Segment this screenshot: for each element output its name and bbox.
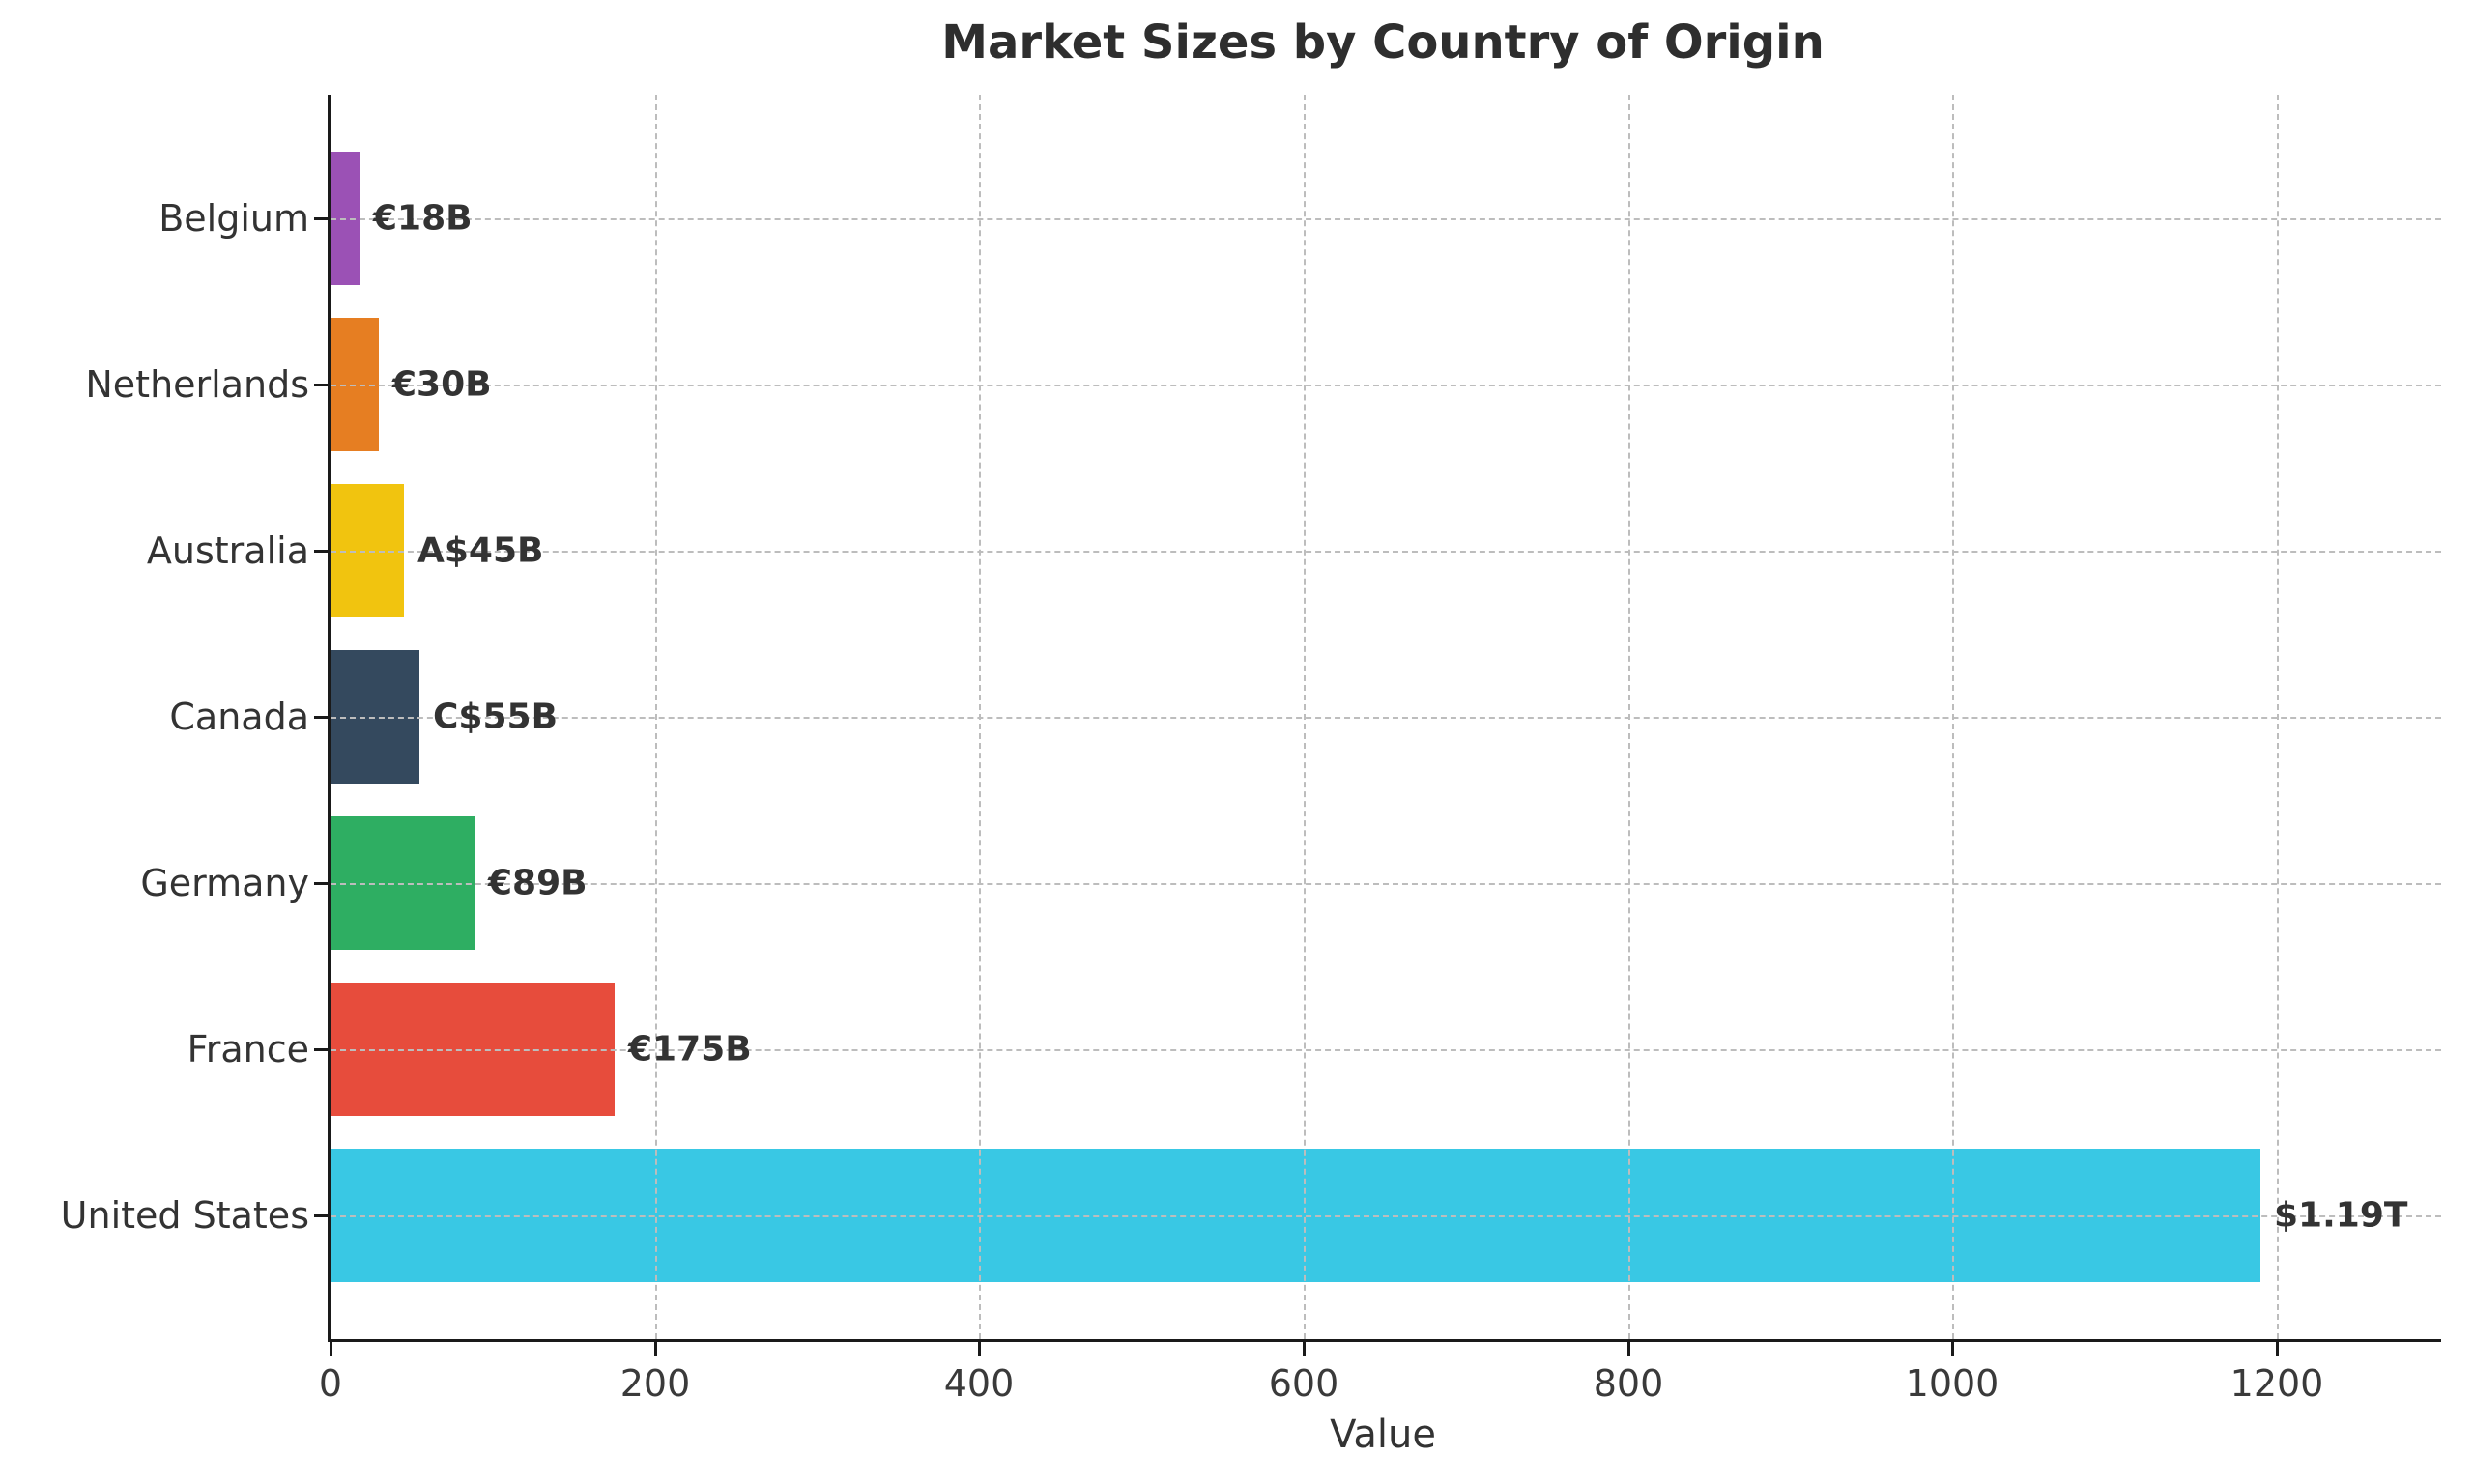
value-label-australia: A$45B bbox=[417, 530, 544, 571]
gridline-y-australia bbox=[331, 551, 2441, 553]
x-tick-mark-600 bbox=[1303, 1342, 1306, 1356]
category-label-netherlands: Netherlands bbox=[85, 363, 309, 406]
value-label-united-states: $1.19T bbox=[2274, 1195, 2408, 1236]
x-tick-label-600: 600 bbox=[1268, 1362, 1339, 1405]
gridline-y-canada bbox=[331, 717, 2441, 719]
plot-area: 0 200 400 600 800 1000 1200 Belgium €18B Netherla… bbox=[61, 95, 2441, 1405]
x-tick-label-400: 400 bbox=[943, 1362, 1015, 1405]
x-tick-mark-200 bbox=[654, 1342, 657, 1356]
x-tick-label-1000: 1000 bbox=[1905, 1362, 1999, 1405]
y-tick-mark-germany bbox=[314, 882, 328, 885]
value-label-netherlands: €30B bbox=[392, 364, 492, 405]
x-tick-mark-1200 bbox=[2276, 1342, 2279, 1356]
category-label-france: France bbox=[187, 1028, 309, 1070]
y-tick-mark-belgium bbox=[314, 217, 328, 220]
gridline-y-germany bbox=[331, 883, 2441, 885]
y-tick-mark-france bbox=[314, 1048, 328, 1051]
gridline-y-belgium bbox=[331, 218, 2441, 220]
x-tick-label-200: 200 bbox=[619, 1362, 691, 1405]
x-tick-mark-1000 bbox=[1951, 1342, 1954, 1356]
gridline-y-france bbox=[331, 1049, 2441, 1051]
x-tick-label-0: 0 bbox=[318, 1362, 343, 1405]
category-label-belgium: Belgium bbox=[158, 197, 309, 240]
y-tick-mark-netherlands bbox=[314, 384, 328, 386]
category-label-australia: Australia bbox=[146, 529, 309, 572]
value-label-belgium: €18B bbox=[373, 198, 473, 239]
x-tick-mark-0 bbox=[330, 1342, 332, 1356]
category-label-germany: Germany bbox=[140, 862, 309, 904]
chart-title: Market Sizes by Country of Origin bbox=[941, 15, 1825, 70]
x-tick-label-1200: 1200 bbox=[2229, 1362, 2324, 1405]
gridline-y-netherlands bbox=[331, 385, 2441, 386]
y-tick-mark-australia bbox=[314, 550, 328, 553]
x-axis-label: Value bbox=[1330, 1413, 1436, 1457]
x-tick-label-800: 800 bbox=[1593, 1362, 1664, 1405]
category-label-united-states: United States bbox=[60, 1194, 309, 1237]
value-label-france: €175B bbox=[628, 1029, 752, 1070]
value-label-germany: €89B bbox=[488, 863, 588, 903]
y-tick-mark-canada bbox=[314, 716, 328, 719]
category-label-canada: Canada bbox=[169, 696, 309, 738]
y-tick-mark-united-states bbox=[314, 1214, 328, 1217]
x-tick-mark-800 bbox=[1627, 1342, 1630, 1356]
x-tick-mark-400 bbox=[978, 1342, 981, 1356]
gridline-y-united-states bbox=[331, 1215, 2441, 1217]
value-label-canada: C$55B bbox=[433, 697, 559, 737]
